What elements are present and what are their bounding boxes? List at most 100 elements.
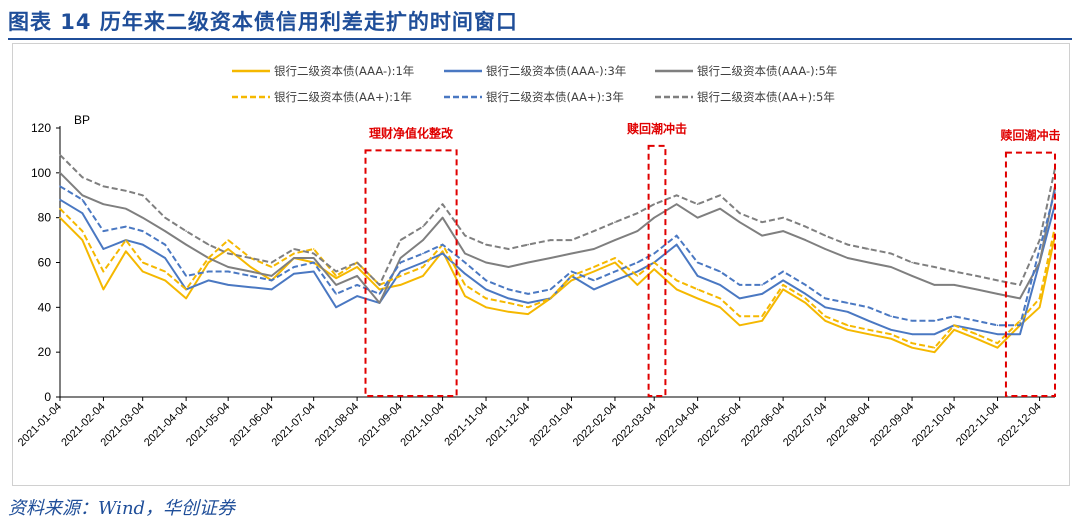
data-point [675, 279, 678, 282]
legend-label: 银行二级资本债(AAA-):3年 [486, 64, 626, 78]
data-point [102, 248, 105, 250]
data-point [782, 288, 784, 291]
data-point [1019, 297, 1021, 300]
data-point [312, 248, 315, 250]
legend: 银行二级资本债(AAA-):1年 银行二级资本债(AAA-):3年 银行二级资本债(… [232, 64, 837, 104]
data-point [675, 234, 678, 237]
data-point [227, 284, 229, 286]
data-point [102, 230, 105, 232]
data-point [911, 346, 913, 349]
data-point [164, 257, 166, 259]
data-point [824, 315, 826, 318]
x-tick-label: 2021-07-04 [269, 401, 317, 449]
data-point [593, 248, 595, 250]
data-point [890, 315, 892, 318]
data-point [953, 324, 955, 327]
y-tick-label: 80 [38, 211, 52, 225]
data-point [570, 279, 573, 282]
data-point [312, 270, 315, 273]
data-point [59, 198, 61, 201]
data-point [270, 266, 273, 268]
data-point [570, 239, 573, 241]
data-point [293, 257, 295, 259]
data-point [485, 297, 487, 300]
data-point [485, 279, 487, 282]
data-point [485, 261, 487, 264]
data-point [125, 207, 127, 210]
data-point [675, 243, 678, 246]
data-point [738, 324, 741, 327]
data-point [911, 275, 913, 277]
data-point [441, 216, 444, 219]
data-point [312, 252, 315, 255]
data-point [719, 284, 721, 286]
data-point [141, 230, 144, 232]
data-point [824, 320, 826, 322]
data-point [890, 333, 892, 336]
data-point [996, 293, 999, 295]
data-point [996, 333, 999, 336]
data-point [653, 261, 655, 264]
data-point [81, 239, 84, 241]
data-point [570, 270, 573, 273]
data-point [761, 284, 763, 286]
x-tick-label: 2021-05-04 [184, 401, 232, 449]
chart-frame [12, 43, 1070, 486]
data-point [761, 221, 763, 223]
data-point [399, 257, 402, 259]
x-tick-label: 2022-06-04 [739, 401, 787, 449]
series-lines [59, 154, 1056, 354]
data-point [356, 295, 358, 297]
data-point [102, 185, 105, 188]
data-point [975, 337, 978, 340]
data-point [378, 288, 381, 291]
data-point [549, 297, 552, 300]
data-point [593, 270, 595, 273]
annotation-box [1004, 151, 1056, 397]
data-point [867, 248, 870, 250]
data-point [911, 333, 913, 336]
data-point [464, 261, 466, 264]
data-point [593, 279, 595, 282]
data-point [527, 261, 529, 264]
data-point [890, 252, 892, 255]
data-point [696, 275, 699, 277]
data-point [464, 284, 466, 286]
data-point [675, 288, 678, 291]
data-point [507, 266, 510, 268]
data-point [824, 306, 826, 309]
data-point [399, 284, 402, 286]
data-point [782, 270, 784, 273]
x-tick-label: 2021-01-04 [16, 401, 64, 449]
data-point [270, 275, 273, 277]
data-point [141, 270, 144, 273]
data-point [614, 239, 616, 241]
data-point [270, 261, 273, 264]
data-point [1038, 261, 1041, 264]
data-point [464, 272, 466, 275]
data-point [782, 216, 784, 219]
data-point [125, 190, 127, 192]
annotation-box [364, 149, 458, 397]
data-point [164, 279, 166, 282]
data-point [782, 279, 784, 282]
data-point [1019, 333, 1021, 336]
data-point [164, 270, 166, 273]
legend-label: 银行二级资本债(AA+):3年 [486, 90, 624, 104]
x-tick-label: 2021-04-04 [142, 401, 190, 449]
data-point [441, 203, 444, 205]
data-point [464, 252, 466, 255]
data-point [399, 275, 402, 277]
data-point [890, 337, 892, 340]
data-point [996, 346, 999, 349]
data-point [59, 154, 61, 156]
data-point [996, 324, 999, 327]
data-point [1019, 324, 1021, 327]
y-tick-label: 40 [38, 300, 52, 314]
y-tick-label: 0 [44, 390, 51, 404]
x-tick-label: 2022-04-04 [653, 401, 701, 449]
data-point [890, 266, 892, 268]
data-point [293, 252, 295, 255]
data-point [804, 293, 807, 295]
data-point [464, 295, 466, 297]
